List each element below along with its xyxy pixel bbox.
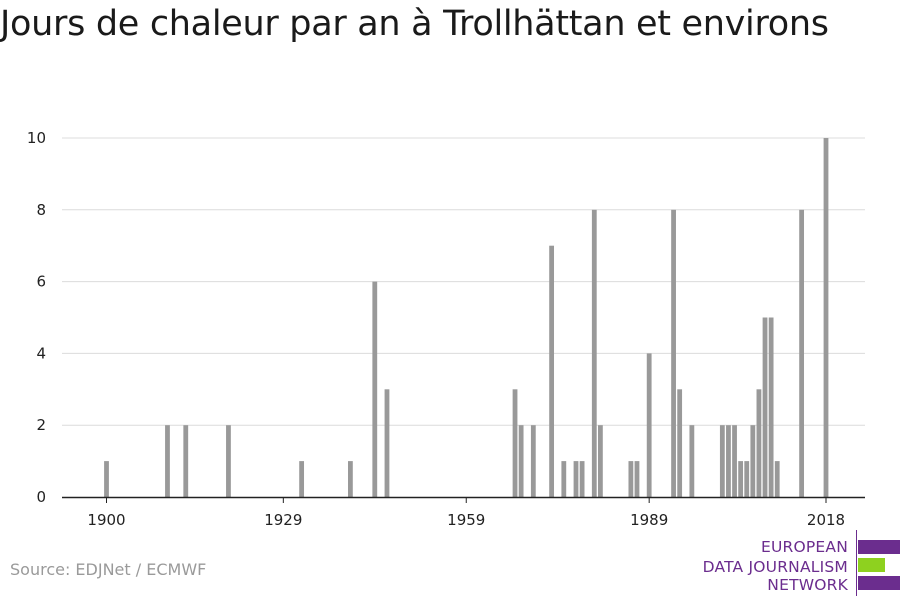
source-note: Source: EDJNet / ECMWF (10, 560, 207, 579)
bar (799, 209, 805, 498)
bar (738, 461, 744, 497)
x-tick-label: 1900 (87, 511, 125, 529)
bar (165, 425, 170, 497)
y-axis-tick-labels: 0 2 4 6 8 10 (27, 129, 46, 506)
bar (183, 425, 189, 497)
bar (597, 425, 603, 497)
logo-line-1: EUROPEAN (760, 538, 848, 556)
bar (689, 425, 695, 497)
x-tick-label: 1989 (630, 511, 668, 529)
bar (744, 461, 750, 497)
logo-line-2: DATA JOURNALISM (702, 558, 848, 576)
bar (226, 425, 231, 497)
y-tick-label: 2 (36, 416, 46, 434)
bar (774, 461, 780, 497)
bar (347, 461, 353, 497)
bar (512, 389, 518, 497)
bar (579, 461, 585, 497)
bar (756, 389, 762, 497)
bar (549, 245, 555, 497)
y-tick-label: 6 (36, 273, 46, 291)
logo-bar-top (858, 540, 900, 554)
bar (372, 281, 378, 497)
y-tick-label: 8 (36, 201, 46, 219)
bar (768, 317, 774, 497)
grid-lines (62, 137, 865, 426)
bar (726, 425, 731, 497)
x-tick-label: 1959 (447, 511, 485, 529)
bars (104, 138, 829, 498)
bar (104, 461, 109, 497)
bar (646, 353, 652, 497)
bar (823, 138, 829, 497)
x-axis-tick-labels: 1900 1929 1959 1989 2018 (87, 511, 845, 529)
bar (634, 461, 640, 497)
bar-chart: 0 2 4 6 8 10 1900 1929 1959 1989 2018 (27, 129, 865, 529)
logo-separator (856, 530, 857, 596)
bar (671, 209, 676, 498)
bar (573, 461, 579, 497)
bar (561, 461, 567, 497)
chart-title: Jours de chaleur par an à Trollhättan et… (0, 4, 829, 44)
x-tick-label: 1929 (264, 511, 302, 529)
bar (732, 425, 737, 497)
bar (628, 461, 634, 497)
bar (299, 461, 305, 497)
bar (762, 317, 768, 497)
y-tick-label: 10 (27, 129, 46, 147)
bar (518, 425, 524, 497)
logo-bar-bottom (858, 576, 900, 590)
bar (750, 425, 756, 497)
bar (591, 209, 597, 498)
y-tick-label: 4 (36, 344, 46, 362)
bar (719, 425, 725, 497)
x-axis (62, 496, 865, 503)
y-tick-label: 0 (36, 488, 46, 506)
bar (677, 389, 683, 497)
edjnet-logo: EUROPEAN DATA JOURNALISM NETWORK (700, 530, 900, 596)
x-tick-label: 2018 (807, 511, 845, 529)
bar (530, 425, 536, 497)
logo-bar-middle (858, 558, 885, 572)
bar (384, 389, 390, 497)
logo-line-3: NETWORK (767, 576, 848, 594)
